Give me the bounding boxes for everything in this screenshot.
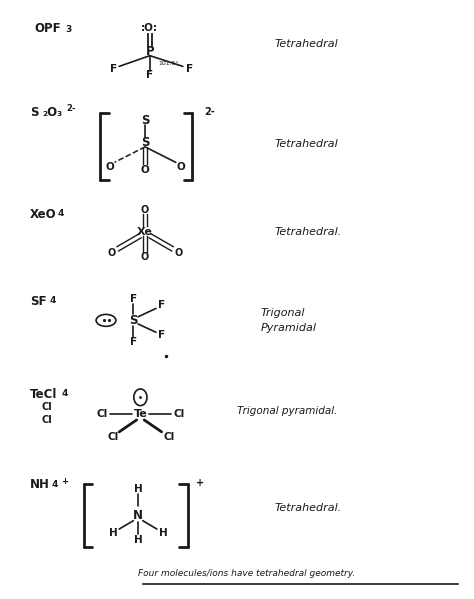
Text: H: H <box>109 528 118 538</box>
Text: Tetrahedral: Tetrahedral <box>275 40 338 49</box>
Text: Trigonal: Trigonal <box>261 308 305 318</box>
Text: Tetrahedral: Tetrahedral <box>275 140 338 150</box>
Text: S: S <box>141 114 149 127</box>
Text: S: S <box>141 135 149 149</box>
Text: H: H <box>134 484 142 494</box>
Text: P: P <box>146 45 154 58</box>
Text: Trigonal pyramidal.: Trigonal pyramidal. <box>237 406 337 416</box>
Text: Pyramidal: Pyramidal <box>261 322 317 332</box>
Text: F: F <box>186 64 193 74</box>
Text: +: + <box>196 478 204 488</box>
Text: :O:: :O: <box>141 23 158 33</box>
Text: O: O <box>141 205 149 215</box>
Text: ₂O₃: ₂O₃ <box>42 106 62 119</box>
Text: Cl: Cl <box>163 432 174 441</box>
Text: Cl: Cl <box>96 409 108 419</box>
Text: F: F <box>130 337 137 347</box>
Text: S: S <box>30 106 38 119</box>
Text: O: O <box>107 248 115 258</box>
Text: F: F <box>158 301 165 310</box>
Text: TeCl: TeCl <box>30 388 57 401</box>
Text: Cl: Cl <box>108 432 118 441</box>
Text: OPF: OPF <box>35 22 61 35</box>
Text: +: + <box>61 477 68 486</box>
Text: 4: 4 <box>49 296 56 305</box>
Text: NH: NH <box>30 479 50 491</box>
Text: 2-: 2- <box>66 104 75 113</box>
Text: XeO: XeO <box>30 208 56 220</box>
Text: Tetrahedral.: Tetrahedral. <box>275 503 342 513</box>
Text: SF: SF <box>30 295 46 308</box>
Text: F: F <box>109 64 117 74</box>
Text: Xe: Xe <box>137 226 153 237</box>
Text: 4: 4 <box>61 389 68 398</box>
Text: O: O <box>141 165 149 174</box>
Text: 4: 4 <box>58 209 64 218</box>
Text: O: O <box>175 248 183 258</box>
Text: Cl: Cl <box>41 402 52 412</box>
Text: O: O <box>105 162 114 172</box>
Text: Four molecules/ions have tetrahedral geometry.: Four molecules/ions have tetrahedral geo… <box>138 569 355 578</box>
Text: S: S <box>129 314 137 327</box>
Text: O: O <box>141 252 149 262</box>
Text: 4: 4 <box>52 480 58 489</box>
Text: Tetrahedral.: Tetrahedral. <box>275 226 342 237</box>
Text: 101.5°: 101.5° <box>158 61 179 66</box>
Text: Cl: Cl <box>173 409 185 419</box>
Text: H: H <box>134 535 142 544</box>
Text: Cl: Cl <box>41 415 52 425</box>
Text: H: H <box>159 528 167 538</box>
Text: F: F <box>146 70 154 80</box>
Text: N: N <box>133 509 143 522</box>
Text: 2-: 2- <box>204 107 215 117</box>
Text: F: F <box>130 294 137 304</box>
Text: F: F <box>158 329 165 340</box>
Text: Te: Te <box>134 409 147 419</box>
Text: 3: 3 <box>65 25 71 34</box>
Text: O: O <box>176 162 185 172</box>
